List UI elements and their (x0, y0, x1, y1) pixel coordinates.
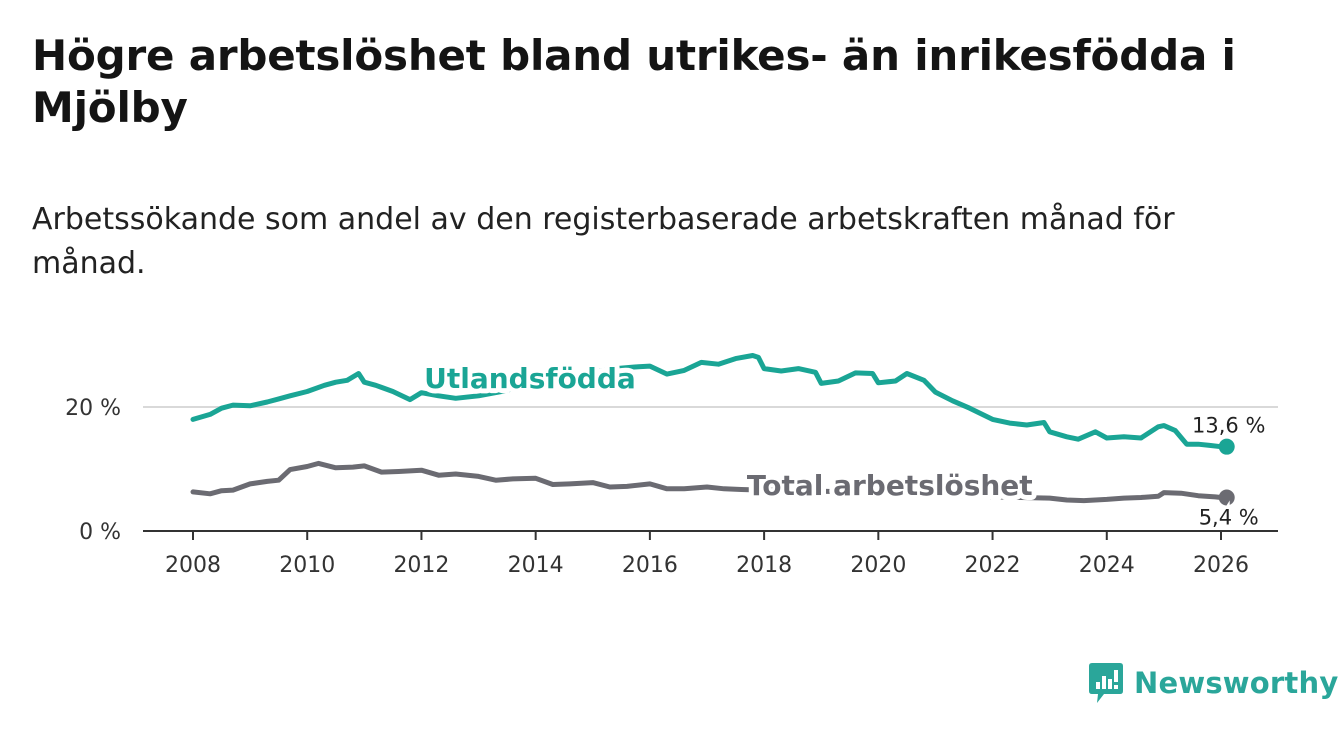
series-end-marker (1218, 438, 1235, 455)
x-tick-label: 2022 (965, 553, 1021, 578)
x-tick-label: 2012 (393, 553, 449, 578)
x-tick-label: 2008 (165, 553, 221, 578)
series-label-total: Total arbetslöshet (747, 469, 1033, 502)
x-tick-label: 2010 (279, 553, 335, 578)
chart-subtitle: Arbetssökande som andel av den registerb… (32, 202, 1175, 281)
chart-title: Högre arbetslöshet bland utrikes- än inr… (32, 31, 1236, 132)
x-tick-label: 2018 (736, 553, 792, 578)
brand-logo: Newsworthy (1088, 660, 1338, 706)
newsworthy-logo-icon (1089, 663, 1123, 703)
y-tick-label: 20 % (65, 396, 121, 421)
end-value-label-total: 5,4 % (1199, 506, 1259, 530)
series-line-utlandsfodda (190, 353, 1230, 450)
x-tick-label: 2024 (1079, 553, 1135, 578)
x-tick-label: 2016 (622, 553, 678, 578)
y-tick-label: 0 % (79, 520, 121, 545)
x-tick-label: 2020 (850, 553, 906, 578)
x-tick-label: 2026 (1193, 553, 1249, 578)
brand-name: Newsworthy (1134, 666, 1339, 700)
series-line-total (190, 460, 1230, 504)
series-label-utlandsfodda: Utlandsfödda (424, 362, 636, 395)
x-tick-label: 2014 (508, 553, 564, 578)
end-value-label-utlandsfodda: 13,6 % (1192, 414, 1265, 438)
series-end-marker (1218, 489, 1235, 506)
